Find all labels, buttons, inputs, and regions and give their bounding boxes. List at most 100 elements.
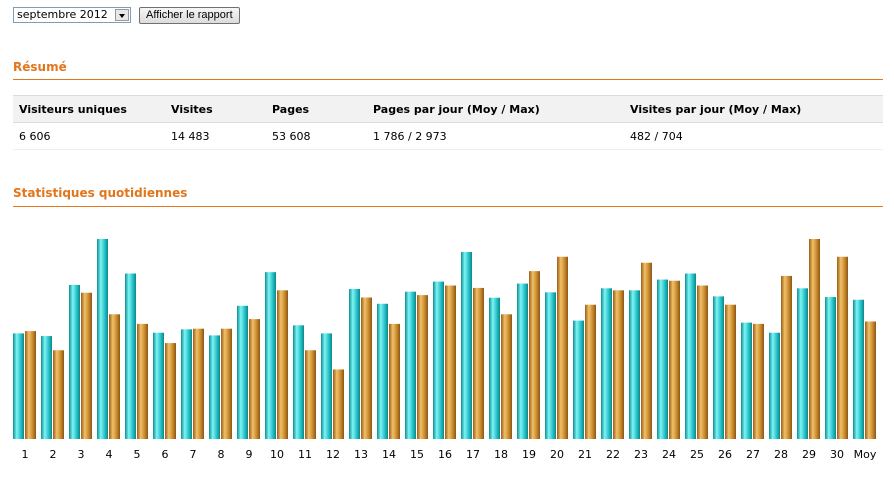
bar-visits-6 bbox=[165, 343, 176, 439]
month-select[interactable]: septembre 2012 bbox=[13, 7, 131, 23]
x-tick-label: Moy bbox=[854, 448, 877, 461]
bar-pages-12 bbox=[321, 333, 332, 439]
x-tick-label: 20 bbox=[550, 448, 564, 461]
x-tick-label: 30 bbox=[830, 448, 844, 461]
summary-header-row: Visiteurs uniques Visites Pages Pages pa… bbox=[13, 95, 883, 123]
report-controls: septembre 2012 Afficher le rapport bbox=[13, 6, 240, 24]
bar-visits-5 bbox=[137, 323, 148, 439]
x-tick-label: 25 bbox=[690, 448, 704, 461]
bar-pages-11 bbox=[293, 325, 304, 439]
x-tick-label: 19 bbox=[522, 448, 536, 461]
x-tick-label: 13 bbox=[354, 448, 368, 461]
bar-pages-25 bbox=[685, 273, 696, 439]
bar-visits-13 bbox=[361, 297, 372, 439]
bar-pages-19 bbox=[517, 283, 528, 439]
bar-visits-30 bbox=[837, 256, 848, 439]
x-tick-label: 4 bbox=[106, 448, 113, 461]
bar-pages-30 bbox=[825, 297, 836, 439]
header-visits: Visites bbox=[165, 95, 266, 123]
x-tick-label: 14 bbox=[382, 448, 396, 461]
bar-pages-20 bbox=[545, 292, 556, 439]
x-tick-label: 23 bbox=[634, 448, 648, 461]
bar-visits-25 bbox=[697, 285, 708, 439]
bar-visits-11 bbox=[305, 350, 316, 439]
daily-stats-chart: 1 2 3 4 5 6 7 8 9 10 11 12 13 14 15 16 17 18 19 20 21 22 23 24 2… bbox=[13, 239, 877, 461]
x-tick-label: 8 bbox=[218, 448, 225, 461]
x-tick-label: 3 bbox=[78, 448, 85, 461]
bar-visits-12 bbox=[333, 369, 344, 439]
bar-visits-20 bbox=[557, 256, 568, 439]
bar-pages-28 bbox=[769, 332, 780, 439]
x-tick-label: 29 bbox=[802, 448, 816, 461]
x-tick-label: 10 bbox=[270, 448, 284, 461]
dropdown-arrow-icon[interactable] bbox=[115, 9, 129, 21]
x-tick-label: 1 bbox=[22, 448, 29, 461]
summary-value-row: 6 606 14 483 53 608 1 786 / 2 973 482 / … bbox=[13, 122, 883, 150]
x-tick-label: 28 bbox=[774, 448, 788, 461]
value-pages: 53 608 bbox=[266, 122, 367, 150]
x-tick-label: 2 bbox=[50, 448, 57, 461]
header-pages: Pages bbox=[266, 95, 367, 123]
bar-visits-18 bbox=[501, 314, 512, 439]
header-unique-visitors: Visiteurs uniques bbox=[13, 95, 165, 123]
bar-pages-15 bbox=[405, 291, 416, 439]
x-tick-label: 5 bbox=[134, 448, 141, 461]
bar-pages-29 bbox=[797, 288, 808, 439]
bar-pages-21 bbox=[573, 320, 584, 439]
bar-pages-9 bbox=[237, 305, 248, 439]
value-visits-per-day: 482 / 704 bbox=[624, 122, 883, 150]
bar-pages-18 bbox=[489, 297, 500, 439]
bar-visits-29 bbox=[809, 239, 820, 439]
x-tick-label: 7 bbox=[190, 448, 197, 461]
bar-pages-2 bbox=[41, 336, 52, 439]
bar-visits-1 bbox=[25, 331, 36, 439]
x-tick-label: 6 bbox=[162, 448, 169, 461]
x-tick-label: 11 bbox=[298, 448, 312, 461]
x-tick-label: 24 bbox=[662, 448, 676, 461]
x-tick-label: 17 bbox=[466, 448, 480, 461]
daily-stats-title: Statistiques quotidiennes bbox=[13, 186, 188, 200]
bar-visits-14 bbox=[389, 323, 400, 439]
bar-visits-24 bbox=[669, 280, 680, 439]
bar-visits-8 bbox=[221, 328, 232, 439]
bar-pages-5 bbox=[125, 273, 136, 439]
bar-visits-9 bbox=[249, 319, 260, 439]
bar-visits-4 bbox=[109, 314, 120, 439]
x-tick-label: 9 bbox=[246, 448, 253, 461]
bar-pages-7 bbox=[181, 329, 192, 439]
bar-visits-16 bbox=[445, 285, 456, 439]
bar-visits-2 bbox=[53, 350, 64, 439]
daily-stats-divider bbox=[13, 206, 883, 207]
x-tick-label: 16 bbox=[438, 448, 452, 461]
x-tick-label: 26 bbox=[718, 448, 732, 461]
show-report-button[interactable]: Afficher le rapport bbox=[139, 6, 240, 24]
bar-pages-6 bbox=[153, 332, 164, 439]
bar-pages-24 bbox=[657, 279, 668, 439]
bar-visits-15 bbox=[417, 295, 428, 439]
value-visits: 14 483 bbox=[165, 122, 266, 150]
bar-visits-28 bbox=[781, 275, 792, 439]
summary-table: Visiteurs uniques Visites Pages Pages pa… bbox=[13, 95, 883, 150]
value-pages-per-day: 1 786 / 2 973 bbox=[367, 122, 624, 150]
bar-pages-26 bbox=[713, 296, 724, 439]
bar-visits-26 bbox=[725, 304, 736, 439]
bar-visits-23 bbox=[641, 262, 652, 439]
bar-visits-Moy bbox=[865, 321, 876, 439]
bar-visits-19 bbox=[529, 271, 540, 439]
bar-pages-16 bbox=[433, 281, 444, 439]
bar-pages-27 bbox=[741, 322, 752, 439]
x-tick-label: 22 bbox=[606, 448, 620, 461]
bar-visits-7 bbox=[193, 328, 204, 439]
x-tick-label: 15 bbox=[410, 448, 424, 461]
bar-visits-10 bbox=[277, 290, 288, 439]
bar-pages-10 bbox=[265, 272, 276, 439]
header-visits-per-day: Visites par jour (Moy / Max) bbox=[624, 95, 883, 123]
month-select-value: septembre 2012 bbox=[17, 8, 108, 21]
value-unique-visitors: 6 606 bbox=[13, 122, 165, 150]
bar-pages-1 bbox=[13, 333, 24, 439]
bar-pages-17 bbox=[461, 251, 472, 439]
bar-pages-4 bbox=[97, 239, 108, 439]
summary-divider bbox=[13, 79, 883, 80]
bar-visits-21 bbox=[585, 304, 596, 439]
bar-pages-8 bbox=[209, 335, 220, 439]
